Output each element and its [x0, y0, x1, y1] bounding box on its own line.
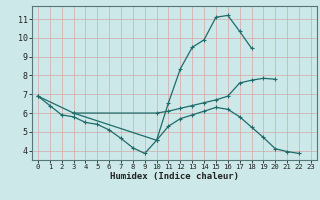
X-axis label: Humidex (Indice chaleur): Humidex (Indice chaleur) — [110, 172, 239, 181]
